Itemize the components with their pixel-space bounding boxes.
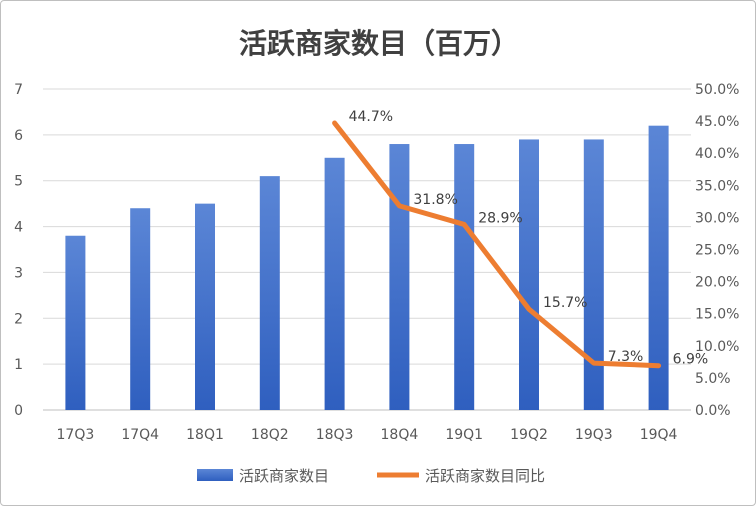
bar-19Q1	[454, 144, 475, 410]
bar-19Q3	[583, 139, 604, 410]
legend-bar-swatch	[197, 469, 233, 481]
yoy-line	[332, 120, 662, 369]
x-tick-label: 19Q3	[575, 427, 613, 443]
bar-18Q3	[324, 157, 345, 410]
x-tick-label: 17Q4	[121, 427, 159, 443]
legend-label-line: 活跃商家数目同比	[425, 467, 545, 485]
y-right-tick-label: 0.0%	[695, 403, 731, 419]
data-label: 6.9%	[673, 352, 709, 368]
y-left-tick-label: 0	[14, 403, 23, 419]
y-left-tick-label: 2	[14, 311, 23, 327]
y-right-tick-label: 10.0%	[695, 339, 739, 355]
x-tick-label: 18Q2	[251, 427, 289, 443]
bar-19Q2	[519, 139, 539, 410]
x-tick-label: 18Q4	[381, 427, 419, 443]
data-label: 15.7%	[543, 295, 587, 311]
y-left-tick-label: 4	[14, 220, 23, 236]
data-label: 44.7%	[349, 109, 393, 125]
y-right-tick-label: 15.0%	[695, 307, 739, 323]
y-right-tick-label: 20.0%	[695, 275, 739, 291]
bar-18Q4	[389, 144, 410, 410]
x-tick-label: 17Q3	[57, 427, 95, 443]
legend-label-bar: 活跃商家数目	[239, 467, 329, 485]
bar-17Q3	[65, 235, 86, 410]
chart-title: 活跃商家数目（百万）	[239, 27, 519, 60]
y-right-tick-label: 25.0%	[695, 243, 739, 259]
x-tick-label: 18Q3	[316, 427, 354, 443]
y-right-tick-label: 50.0%	[695, 82, 739, 98]
y-right-tick-label: 35.0%	[695, 178, 739, 194]
x-tick-label: 18Q1	[186, 427, 224, 443]
y-left-tick-label: 1	[14, 357, 23, 373]
bar-18Q1	[195, 203, 215, 410]
y-left-tick-label: 3	[14, 265, 23, 281]
y-left-tick-label: 6	[14, 128, 23, 144]
data-label: 7.3%	[608, 349, 644, 365]
y-left-tick-label: 5	[14, 174, 23, 190]
data-label: 28.9%	[478, 210, 522, 226]
y-right-tick-label: 40.0%	[695, 146, 739, 162]
x-tick-label: 19Q4	[640, 427, 678, 443]
bar-19Q4	[648, 125, 669, 410]
y-right-tick-label: 30.0%	[695, 210, 739, 226]
bar-18Q2	[259, 176, 280, 410]
data-label: 31.8%	[413, 192, 457, 208]
x-tick-label: 19Q2	[510, 427, 548, 443]
y-left-tick-label: 7	[14, 82, 23, 98]
x-tick-label: 19Q1	[445, 427, 483, 443]
y-right-tick-label: 45.0%	[695, 114, 739, 130]
bar-17Q4	[130, 208, 151, 410]
y-right-tick-label: 5.0%	[695, 371, 731, 387]
